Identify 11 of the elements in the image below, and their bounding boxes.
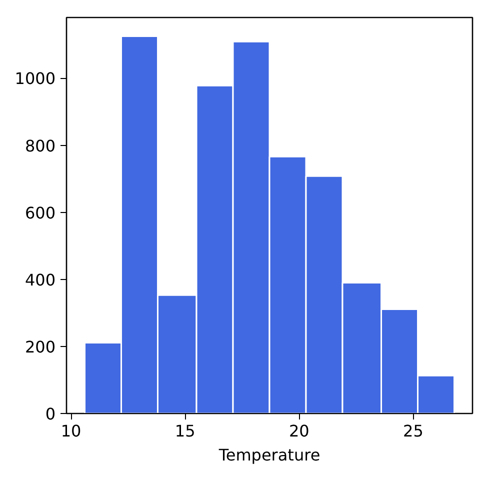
- y-tick-label: 1000: [14, 69, 56, 88]
- y-tick-label: 200: [24, 337, 56, 356]
- x-tick-label: 10: [60, 422, 82, 440]
- y-tick-label: 600: [24, 203, 56, 222]
- x-tick-label: 20: [288, 422, 310, 440]
- x-tick-label: 15: [174, 422, 196, 440]
- y-tick-label: 0: [45, 404, 56, 424]
- y-tick-label: 800: [24, 136, 56, 156]
- y-tick-label: 400: [24, 270, 56, 290]
- x-axis-title: Temperature: [218, 446, 320, 464]
- x-tick-label: 25: [403, 422, 424, 440]
